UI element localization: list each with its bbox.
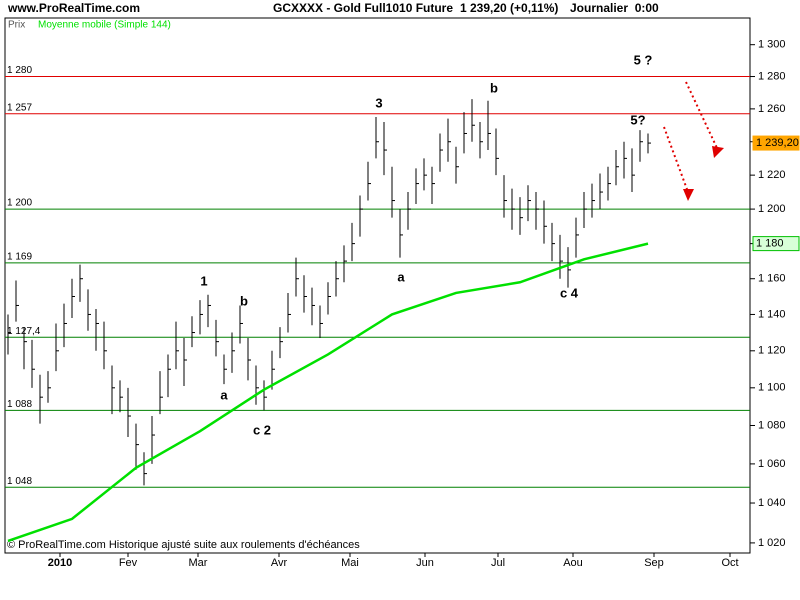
- level-label: 1 280: [7, 65, 32, 76]
- y-tick-label: 1 020: [758, 537, 786, 549]
- last-price-tag: 1 239,20: [756, 137, 799, 149]
- x-tick-label: Jun: [416, 557, 434, 569]
- y-tick-label: 1 160: [758, 273, 786, 285]
- annotation: 1: [200, 273, 207, 288]
- level-label: 1 048: [7, 476, 32, 487]
- level-label: 1 257: [7, 102, 32, 113]
- source: www.ProRealTime.com: [7, 1, 140, 15]
- x-tick-label: Mai: [341, 557, 359, 569]
- x-tick-label: Avr: [271, 557, 288, 569]
- annotation: a: [220, 387, 228, 402]
- annotation: 5?: [630, 112, 645, 127]
- quote: 1 239,20 (+0,11%): [460, 1, 558, 15]
- arrow: [685, 81, 718, 149]
- last-price-tag-box: [752, 135, 800, 151]
- x-tick-label: Oct: [721, 557, 738, 569]
- y-label: Prix: [8, 20, 25, 31]
- plot-frame: [4, 17, 751, 554]
- y-tick-label: 1 040: [758, 497, 786, 509]
- x-tick-label: Jul: [491, 557, 505, 569]
- forecast-arrows: [663, 81, 718, 193]
- legend-entry: Moyenne mobile (Simple 144): [38, 20, 171, 31]
- arrow-head: [712, 146, 724, 158]
- y-tick-label: 1 300: [758, 39, 786, 51]
- x-tick-label: 2010: [48, 557, 72, 569]
- x-tick-label: Sep: [644, 557, 664, 569]
- level-label: 1 200: [7, 198, 32, 209]
- x-tick-label: Aou: [563, 557, 583, 569]
- ma-tag-box: [752, 236, 800, 252]
- y-tick-label: 1 080: [758, 419, 786, 431]
- annotation: b: [240, 293, 248, 308]
- annotation: a: [397, 269, 405, 284]
- level-label: 1 169: [7, 251, 32, 262]
- level-label: 1 088: [7, 399, 32, 410]
- y-tick-label: 1 220: [758, 169, 786, 181]
- y-tick-label: 1 100: [758, 382, 786, 394]
- y-tick-label: 1 060: [758, 458, 786, 470]
- arrow-head: [683, 189, 694, 201]
- ma-tag: 1 180: [756, 238, 784, 250]
- chart-title: GCXXXX - Gold Full1010 Future: [273, 1, 453, 15]
- y-tick-label: 1 140: [758, 308, 786, 320]
- arrow: [663, 126, 689, 193]
- annotation: c 4: [560, 285, 579, 300]
- annotation: b: [490, 80, 498, 95]
- x-tick-label: Mar: [189, 557, 208, 569]
- footer: © ProRealTime.com Historique ajusté suit…: [7, 539, 360, 551]
- annotation: 3: [375, 95, 382, 110]
- x-tick-label: Fev: [119, 557, 138, 569]
- y-tick-label: 1 120: [758, 345, 786, 357]
- y-tick-label: 1 200: [758, 203, 786, 215]
- annotation: 5 ?: [634, 52, 653, 67]
- y-tick-label: 1 260: [758, 103, 786, 115]
- moving-average: [7, 242, 649, 543]
- y-tick-label: 1 280: [758, 70, 786, 82]
- period: Journalier 0:00: [570, 1, 659, 15]
- annotation: c 2: [253, 422, 271, 437]
